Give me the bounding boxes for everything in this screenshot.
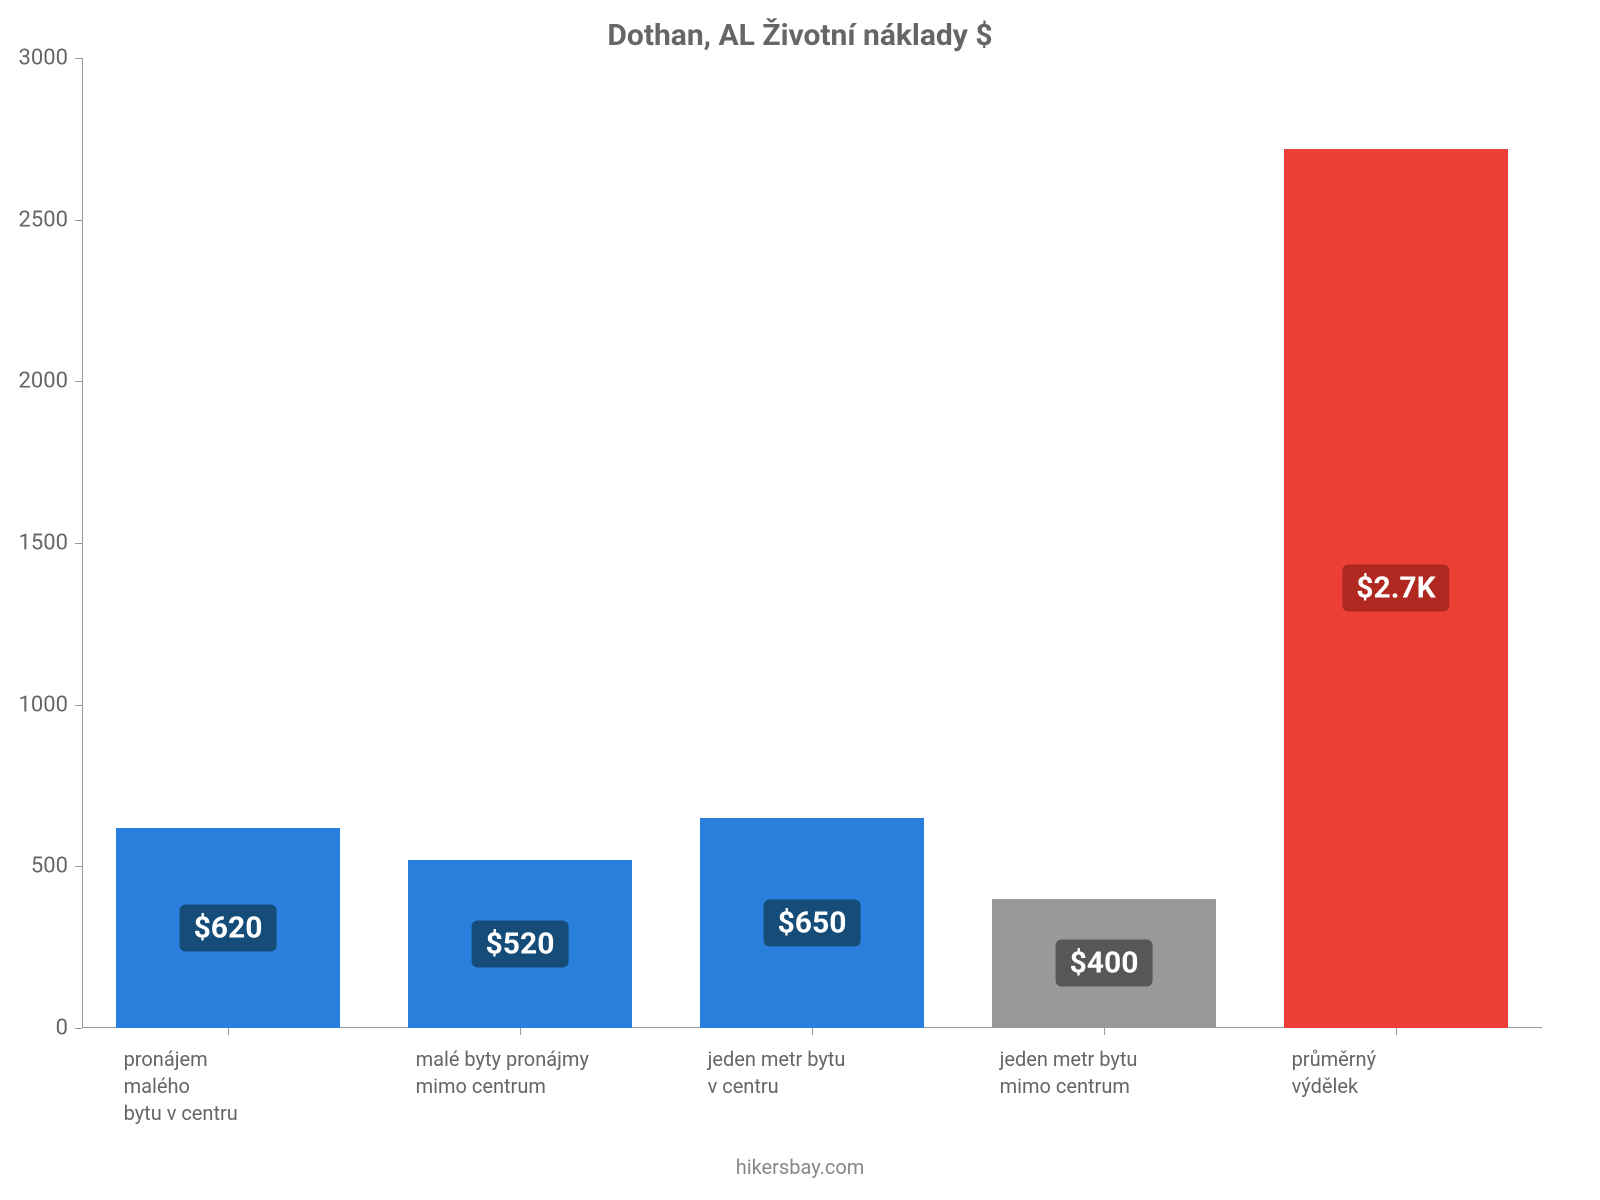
footer-credit: hikersbay.com (0, 1155, 1600, 1179)
x-tick (812, 1028, 813, 1035)
y-tick (75, 58, 82, 59)
plot-area: 050010001500200025003000$620pronájemmalé… (82, 58, 1542, 1028)
y-axis (82, 58, 83, 1028)
y-tick-label: 1500 (19, 531, 68, 556)
bar-value-label: $620 (180, 904, 277, 951)
x-category-label: malé byty pronájmymimo centrum (416, 1046, 589, 1100)
x-category-label: pronájemmaléhobytu v centru (124, 1046, 238, 1127)
y-tick (75, 705, 82, 706)
y-tick-label: 1000 (19, 692, 68, 717)
y-tick (75, 543, 82, 544)
x-category-label: průměrnývýdělek (1292, 1046, 1376, 1100)
x-tick (1104, 1028, 1105, 1035)
x-tick (1396, 1028, 1397, 1035)
y-tick (75, 1028, 82, 1029)
chart-title: Dothan, AL Životní náklady $ (0, 18, 1600, 53)
y-tick-label: 500 (31, 854, 68, 879)
x-category-label: jeden metr bytumimo centrum (1000, 1046, 1138, 1100)
chart-stage: Dothan, AL Životní náklady $ 05001000150… (0, 0, 1600, 1200)
bar-value-label: $2.7K (1342, 565, 1449, 612)
y-tick (75, 220, 82, 221)
y-tick (75, 381, 82, 382)
bar-value-label: $400 (1056, 940, 1153, 987)
x-category-label: jeden metr bytuv centru (708, 1046, 846, 1100)
y-tick-label: 2000 (19, 369, 68, 394)
x-tick (520, 1028, 521, 1035)
bar-value-label: $520 (472, 920, 569, 967)
y-tick (75, 866, 82, 867)
y-tick-label: 0 (56, 1016, 68, 1041)
y-tick-label: 2500 (19, 207, 68, 232)
bar-value-label: $650 (764, 899, 861, 946)
y-tick-label: 3000 (19, 46, 68, 71)
x-tick (228, 1028, 229, 1035)
